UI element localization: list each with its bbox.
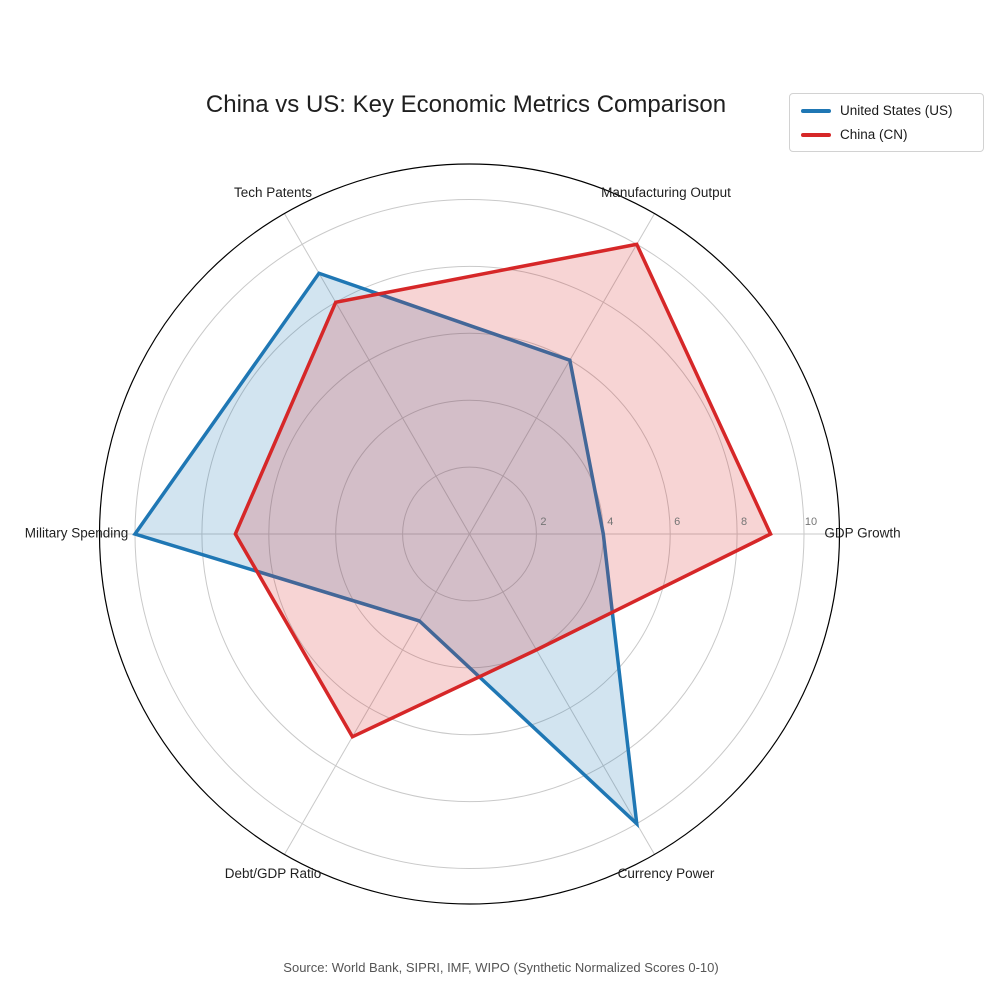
axis-label-military-spending: Military Spending [25,526,129,541]
radial-tick-label: 8 [741,516,747,528]
axis-label-currency-power: Currency Power [618,866,715,881]
radar-axis-spoke [284,213,470,535]
axis-label-debt-gdp-ratio: Debt/GDP Ratio [225,866,322,881]
radar-axis-spoke [284,533,470,855]
radial-tick-label: 4 [607,516,613,528]
axis-label-tech-patents: Tech Patents [234,185,312,200]
legend-item-us: United States (US) [801,103,972,118]
radar-axis-spoke [469,213,655,535]
radar-outer-ring [98,163,841,905]
radial-tick-label: 2 [540,516,546,528]
radar-series-us [132,271,640,829]
axis-label-gdp-growth: GDP Growth [824,526,900,541]
legend-label-us: United States (US) [840,103,953,118]
axis-label-manufacturing-output: Manufacturing Output [601,185,731,200]
legend-label-cn: China (CN) [840,127,908,142]
radar-series-cn [233,242,773,740]
legend-item-cn: China (CN) [801,127,972,142]
source-note: Source: World Bank, SIPRI, IMF, WIPO (Sy… [283,960,719,975]
legend: United States (US) China (CN) [789,93,984,152]
legend-line-swatch-cn [801,132,831,137]
legend-line-swatch-us [801,108,831,113]
chart-title: China vs US: Key Economic Metrics Compar… [205,91,727,118]
radial-tick-label: 10 [805,516,817,528]
radial-tick-label: 6 [674,516,680,528]
radar-axis-spoke [469,533,655,855]
